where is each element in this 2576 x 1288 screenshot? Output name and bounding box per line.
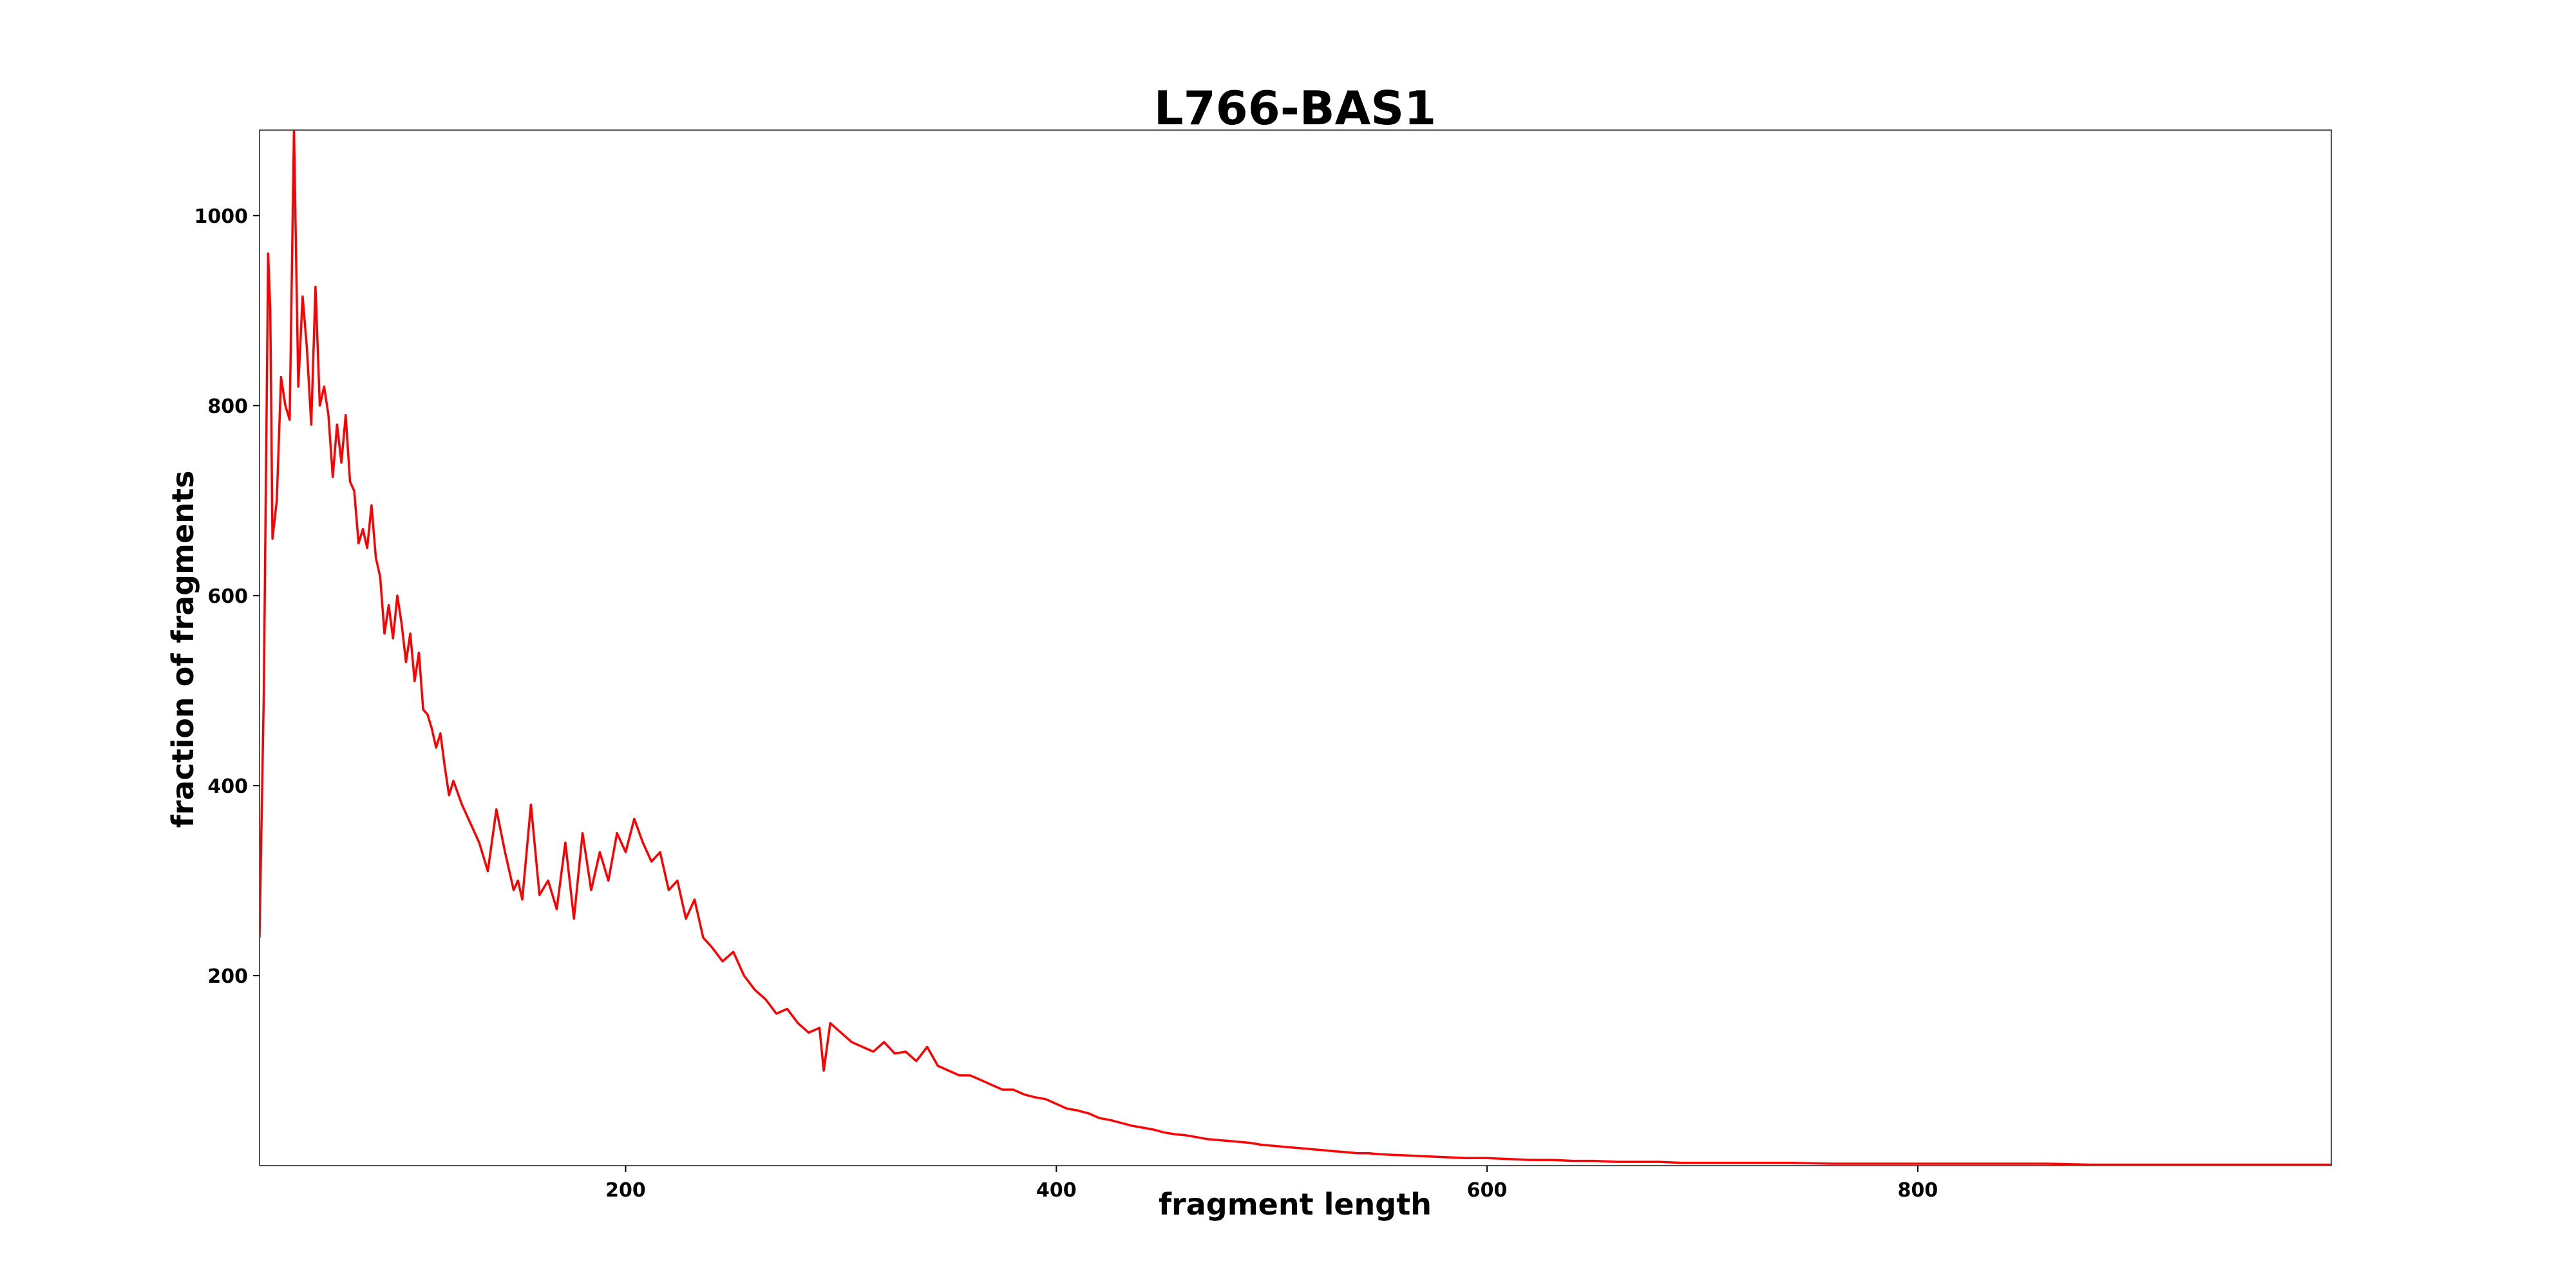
y-tick-label: 400 [207, 775, 248, 798]
y-tick-label: 200 [207, 965, 248, 988]
x-tick-label: 200 [605, 1179, 646, 1202]
plot-frame [259, 129, 2332, 1166]
x-axis-label: fragment length [1159, 1187, 1432, 1222]
plot-area [259, 129, 2332, 1166]
x-tick-label: 600 [1467, 1179, 1508, 1202]
y-axis: 200 400 600 800 1000 [194, 205, 260, 988]
y-tick-label: 800 [207, 395, 248, 418]
chart-title: L766-BAS1 [1154, 81, 1437, 135]
x-axis: 200 400 600 800 [605, 1166, 1938, 1202]
y-tick-label: 600 [207, 585, 248, 608]
x-tick-label: 400 [1036, 1179, 1077, 1202]
y-axis-label: fraction of fragments [166, 471, 200, 828]
y-tick-label: 1000 [194, 205, 249, 228]
x-tick-label: 800 [1898, 1179, 1938, 1202]
series-line-0 [260, 130, 2331, 1166]
